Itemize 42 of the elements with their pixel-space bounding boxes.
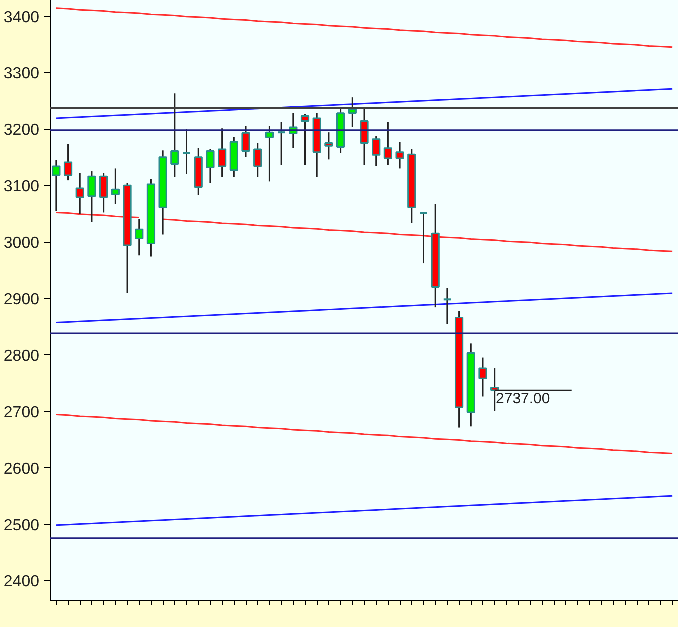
candlestick [348, 96, 357, 128]
candlestick [218, 128, 227, 178]
candlestick [170, 92, 180, 178]
candlestick [277, 122, 286, 166]
annotation: 2737.00 [496, 390, 550, 408]
line-series [56, 8, 674, 48]
y-tick-label: 2900 [4, 292, 40, 309]
y-tick-label: 3100 [4, 178, 40, 196]
candlestick [100, 172, 108, 214]
line-series [56, 414, 674, 454]
candlestick [360, 108, 369, 166]
y-tick-label: 2600 [4, 460, 40, 478]
candlestick [419, 211, 428, 264]
y-tick-label: 3400 [4, 9, 40, 26]
candlestick [265, 126, 274, 182]
candlestick [76, 172, 84, 216]
candlestick [254, 142, 262, 178]
candlestick [396, 141, 404, 170]
candlestick [52, 159, 61, 212]
candlestick [206, 148, 215, 184]
y-tick-label: 2800 [4, 348, 40, 365]
y-tick-label: 3300 [4, 66, 40, 83]
line-series [56, 495, 674, 526]
line-series [56, 88, 674, 120]
candlestick [88, 170, 96, 224]
candlestick [64, 144, 73, 182]
candlestick [324, 132, 334, 160]
candlestick [182, 128, 192, 176]
y-tick-label: 3200 [4, 122, 40, 140]
line-series [56, 292, 674, 324]
y-tick-label: 2400 [4, 574, 40, 591]
y-tick-label: 3000 [4, 235, 40, 252]
candlestick [111, 168, 120, 206]
candlestick [442, 288, 452, 326]
candlestick [300, 114, 310, 166]
y-tick-label: 2500 [4, 517, 40, 534]
candlestick [242, 126, 250, 158]
y-tick-label: 2700 [4, 404, 40, 422]
candlestick [372, 136, 381, 168]
candlestick [135, 218, 144, 256]
candlestick [384, 122, 393, 166]
candlestick [478, 357, 488, 398]
